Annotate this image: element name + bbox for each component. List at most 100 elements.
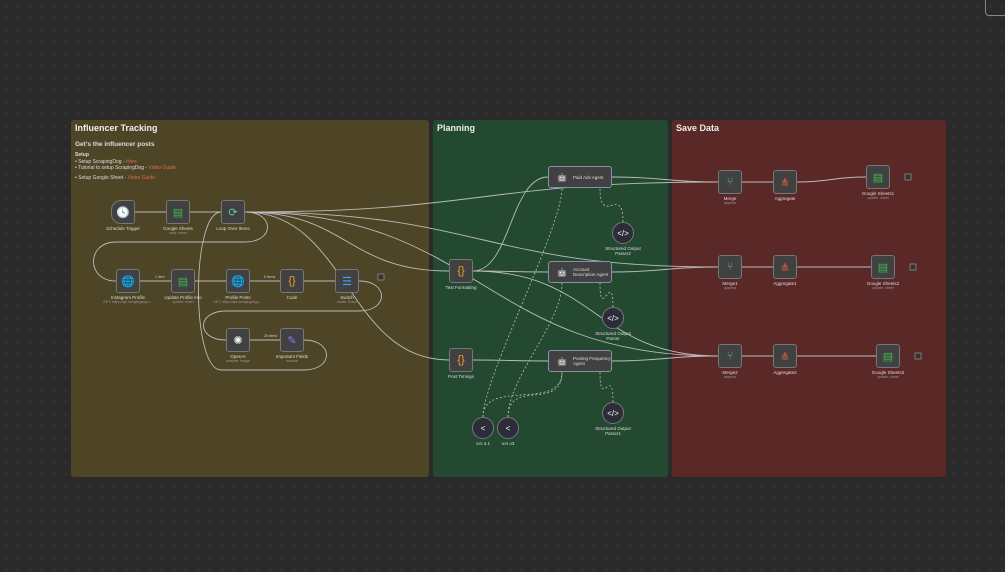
node-sop2[interactable]: </> (612, 222, 634, 244)
aggregate-icon: ⋔ (780, 350, 790, 363)
robot-icon: 🤖 (557, 172, 567, 182)
sub-node-connection[interactable] (507, 371, 563, 418)
connection[interactable] (244, 181, 719, 213)
note-heading: Get's the influencer posts (75, 141, 155, 148)
connection[interactable] (93, 211, 268, 282)
connection[interactable] (472, 359, 549, 362)
node-gs1[interactable]: ▤ (866, 165, 890, 189)
panel-save-data[interactable]: Save Data (672, 120, 946, 477)
node-label: Google Sheets read: sheet (163, 226, 193, 235)
edge-item-count: 25 items (264, 334, 277, 338)
switch-icon: ☰ (342, 275, 352, 288)
node-gsheets[interactable]: ▤ (166, 200, 190, 224)
node-label: Merge2 append (722, 370, 738, 379)
node-label: Text Formatting (445, 285, 477, 290)
node-switch[interactable]: ☰ (335, 269, 359, 293)
sub-node-connection[interactable] (482, 187, 563, 418)
sub-node-connection[interactable] (599, 371, 614, 403)
chat-model-icon: < (480, 423, 486, 433)
node-label: Aggregate2 (773, 370, 797, 375)
node-gs3[interactable]: ▤ (876, 344, 900, 368)
note-link[interactable]: Video Guide (148, 165, 176, 171)
node-label: Profile Posts GET: https://api.scrapingdo… (213, 295, 263, 304)
node-fields[interactable]: ✎ (280, 328, 304, 352)
code-braces-icon: {} (288, 275, 296, 287)
node-label: Post Timings (448, 374, 474, 379)
connection[interactable] (611, 355, 719, 362)
node-acct[interactable]: 🤖 Account Description Agent (548, 261, 612, 283)
pencil-icon: ✎ (287, 334, 297, 347)
node-openai[interactable]: ✺ (226, 328, 250, 352)
canvas-control-button[interactable] (985, 0, 1005, 16)
panel-influencer-tracking[interactable]: Influencer Tracking Get's the influencer… (71, 120, 429, 477)
node-timings[interactable]: {} (449, 348, 473, 372)
connection[interactable] (244, 211, 450, 272)
node-label: Schedule Trigger (105, 226, 141, 231)
sub-node-connection[interactable] (482, 371, 563, 418)
code-tag-icon: </> (617, 228, 629, 238)
node-insta[interactable]: 🌐 (116, 269, 140, 293)
google-sheets-icon: ▤ (872, 171, 884, 184)
node-label: Update Profile Info update: sheet (164, 295, 202, 304)
node-merge[interactable]: ⑂ (718, 170, 742, 194)
sub-node-connection[interactable] (507, 282, 563, 418)
node-posts[interactable]: 🌐 (226, 269, 250, 293)
node-upd[interactable]: ▤ (171, 269, 195, 293)
connection[interactable] (198, 211, 327, 371)
node-label: Merge1 append (722, 281, 738, 290)
node-label: Posting Frequency Agent (572, 356, 611, 366)
node-label: Structured Output Parser (595, 331, 631, 341)
connection[interactable] (244, 211, 719, 357)
sub-node-connection[interactable] (599, 187, 624, 223)
loop-icon: ⟳ (228, 206, 238, 219)
edge-item-count: 5 items (264, 275, 276, 279)
node-sop1[interactable]: </> (602, 402, 624, 424)
node-agg2[interactable]: ⋔ (773, 344, 797, 368)
google-sheets-icon: ▤ (172, 206, 184, 219)
connection[interactable] (611, 176, 719, 183)
node-paid[interactable]: 🤖 Paid Ads Agent (548, 166, 612, 188)
node-label: Google Sheets1 update: sheet (861, 191, 895, 200)
node-code[interactable]: {} (280, 269, 304, 293)
node-label: Structured Output Parser2 (605, 246, 641, 256)
node-oaio3[interactable]: < (497, 417, 519, 439)
google-sheets-icon: ▤ (877, 261, 889, 274)
add-node-button[interactable] (377, 273, 385, 281)
connection[interactable] (472, 176, 549, 272)
robot-icon: 🤖 (557, 267, 567, 277)
robot-icon: 🤖 (557, 356, 567, 366)
sub-node-connection[interactable] (599, 282, 614, 308)
add-node-button[interactable] (904, 173, 912, 181)
node-textfmt[interactable]: {} (449, 259, 473, 283)
add-node-button[interactable] (909, 263, 917, 271)
node-label: Merge append (723, 196, 737, 205)
node-label: OpenAI analyze: image (226, 354, 250, 363)
node-freq[interactable]: 🤖 Posting Frequency Agent (548, 350, 612, 372)
merge-icon: ⑂ (726, 350, 734, 362)
node-label: oAi o3 (501, 441, 515, 446)
node-oai41[interactable]: < (472, 417, 494, 439)
openai-icon: ✺ (233, 334, 243, 347)
node-merge1[interactable]: ⑂ (718, 255, 742, 279)
edge-item-count: 1 item (155, 275, 165, 279)
connection[interactable] (472, 270, 719, 357)
node-label: Switch mode: Rules (337, 295, 357, 304)
note-link[interactable]: Video Guide (127, 175, 156, 181)
note-link[interactable]: Here (125, 159, 137, 165)
node-schedule[interactable]: 🕓 (111, 200, 135, 224)
connection[interactable] (203, 280, 382, 341)
connection[interactable] (796, 176, 867, 183)
node-label: Code (286, 295, 298, 300)
connection[interactable] (611, 266, 719, 273)
connection[interactable] (244, 211, 719, 268)
node-agg1[interactable]: ⋔ (773, 255, 797, 279)
node-agg[interactable]: ⋔ (773, 170, 797, 194)
panel-title: Save Data (676, 123, 720, 133)
node-loop[interactable]: ⟳ (221, 200, 245, 224)
node-merge2[interactable]: ⑂ (718, 344, 742, 368)
node-gs2[interactable]: ▤ (871, 255, 895, 279)
add-node-button[interactable] (914, 352, 922, 360)
google-sheets-icon: ▤ (177, 275, 189, 288)
node-sop[interactable]: </> (602, 307, 624, 329)
